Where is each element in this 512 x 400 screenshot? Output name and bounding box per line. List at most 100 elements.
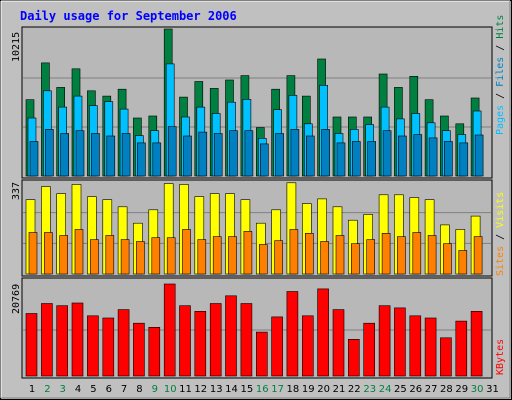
x-tick-label-day-16: 16 — [256, 384, 269, 395]
labels-layer: 1 2 3 4 5 6 7 8 9 10 11 12 13 14 15 16 17 18 19 20 21 22 23 24 2… — [29, 384, 499, 395]
bar-sites-day-12 — [197, 239, 207, 275]
bar-sites-day-16 — [258, 244, 268, 275]
x-tick-label-day-25: 25 — [394, 384, 407, 395]
bar-pages-day-17 — [275, 133, 284, 177]
bar-pages-day-24 — [382, 130, 392, 177]
bar-sites-day-7 — [120, 239, 130, 275]
x-tick-label-day-15: 15 — [241, 384, 254, 395]
x-tick-label-day-30: 30 — [471, 384, 484, 395]
bar-pages-day-29 — [459, 142, 469, 177]
bar-pages-day-28 — [444, 141, 453, 177]
bar-kbytes-day-9 — [148, 326, 161, 377]
bar-sites-day-13 — [212, 236, 222, 275]
x-tick-label-day-9: 9 — [152, 384, 158, 395]
y-max-label-kbytes: 20769 — [11, 284, 22, 314]
bar-sites-day-2 — [44, 232, 53, 275]
legend-hits: Hits — [495, 15, 506, 39]
bar-sites-day-25 — [397, 236, 406, 275]
x-tick-label-day-3: 3 — [60, 384, 66, 395]
x-tick-label-day-1: 1 — [29, 384, 35, 395]
legend-sep-3: / — [495, 228, 506, 246]
x-tick-label-day-29: 29 — [455, 384, 468, 395]
bar-sites-day-24 — [381, 233, 391, 275]
svg-text:Pages / Files / Hits: Pages / Files / Hits — [495, 15, 506, 135]
bar-kbytes-day-7 — [117, 309, 130, 377]
bar-pages-day-1 — [29, 141, 39, 177]
x-tick-label-day-22: 22 — [348, 384, 361, 395]
bar-pages-day-22 — [351, 141, 361, 177]
x-tick-label-day-14: 14 — [225, 384, 238, 395]
bar-pages-day-10 — [167, 126, 177, 177]
bar-kbytes-day-28 — [440, 337, 452, 377]
bar-sites-day-29 — [458, 250, 468, 275]
x-tick-label-day-10: 10 — [164, 384, 177, 395]
svg-text:KBytes: KBytes — [495, 339, 506, 375]
legend-sep-1: / — [495, 87, 506, 105]
bar-kbytes-day-5 — [87, 315, 99, 377]
bar-sites-day-5 — [90, 239, 99, 275]
bar-kbytes-day-26 — [409, 315, 422, 377]
bar-kbytes-day-3 — [56, 305, 69, 377]
x-tick-label-day-26: 26 — [409, 384, 422, 395]
bar-pages-day-18 — [290, 129, 300, 177]
x-tick-label-day-18: 18 — [287, 384, 300, 395]
bar-sites-day-17 — [274, 240, 283, 275]
bar-sites-day-18 — [289, 229, 299, 275]
bar-kbytes-day-22 — [347, 338, 360, 377]
legend-visits-panel: Sites / Visits — [495, 192, 506, 276]
bar-pages-day-15 — [244, 130, 254, 177]
bar-sites-day-23 — [366, 239, 376, 275]
bar-pages-day-11 — [183, 135, 192, 177]
legend-visits: Visits — [495, 192, 506, 228]
bar-kbytes-day-27 — [424, 317, 437, 377]
x-tick-label-day-28: 28 — [440, 384, 453, 395]
x-tick-label-day-11: 11 — [179, 384, 192, 395]
legend-kbytes: KBytes — [495, 339, 506, 375]
bar-pages-day-20 — [321, 129, 330, 177]
bar-kbytes-day-14 — [225, 295, 237, 377]
bar-sites-day-28 — [443, 243, 452, 275]
x-tick-label-day-20: 20 — [317, 384, 330, 395]
bar-kbytes-day-16 — [255, 331, 268, 377]
bar-sites-day-26 — [412, 232, 422, 275]
bar-kbytes-day-24 — [378, 305, 391, 377]
x-tick-label-day-8: 8 — [136, 384, 142, 395]
bar-sites-day-22 — [350, 243, 360, 275]
bar-sites-day-9 — [151, 237, 161, 275]
bar-kbytes-day-4 — [71, 302, 84, 377]
x-tick-label-day-5: 5 — [90, 384, 96, 395]
bar-kbytes-day-23 — [363, 322, 376, 377]
bar-kbytes-day-30 — [470, 310, 483, 377]
bar-sites-day-14 — [228, 236, 237, 275]
bars-layer — [25, 28, 484, 377]
bar-sites-day-3 — [59, 235, 69, 275]
legend-files: Files — [495, 57, 506, 87]
bar-sites-day-4 — [74, 229, 84, 275]
bar-kbytes-day-6 — [102, 317, 115, 377]
x-tick-label-day-2: 2 — [44, 384, 50, 395]
bar-sites-day-27 — [427, 235, 437, 275]
x-tick-label-day-24: 24 — [379, 384, 392, 395]
bar-kbytes-day-8 — [133, 322, 145, 377]
bar-sites-day-20 — [320, 241, 329, 275]
chart-title: Daily usage for September 2006 — [20, 9, 237, 23]
bar-kbytes-day-25 — [394, 307, 406, 377]
bar-kbytes-day-15 — [240, 303, 253, 377]
bar-sites-day-8 — [136, 241, 145, 275]
bar-sites-day-19 — [304, 233, 314, 275]
bar-kbytes-day-17 — [271, 316, 283, 377]
bar-pages-day-13 — [213, 133, 223, 177]
bar-pages-day-2 — [45, 129, 54, 177]
bar-sites-day-30 — [473, 236, 483, 275]
y-max-label-visits: 337 — [11, 182, 22, 200]
bar-pages-day-21 — [336, 142, 346, 177]
x-tick-label-day-4: 4 — [75, 384, 81, 395]
bar-pages-day-9 — [152, 142, 162, 177]
bar-pages-day-19 — [305, 135, 315, 177]
bar-kbytes-day-12 — [194, 310, 207, 377]
bar-sites-day-11 — [182, 229, 191, 275]
x-tick-label-day-23: 23 — [363, 384, 376, 395]
x-tick-label-day-13: 13 — [210, 384, 223, 395]
x-tick-label-day-27: 27 — [425, 384, 438, 395]
